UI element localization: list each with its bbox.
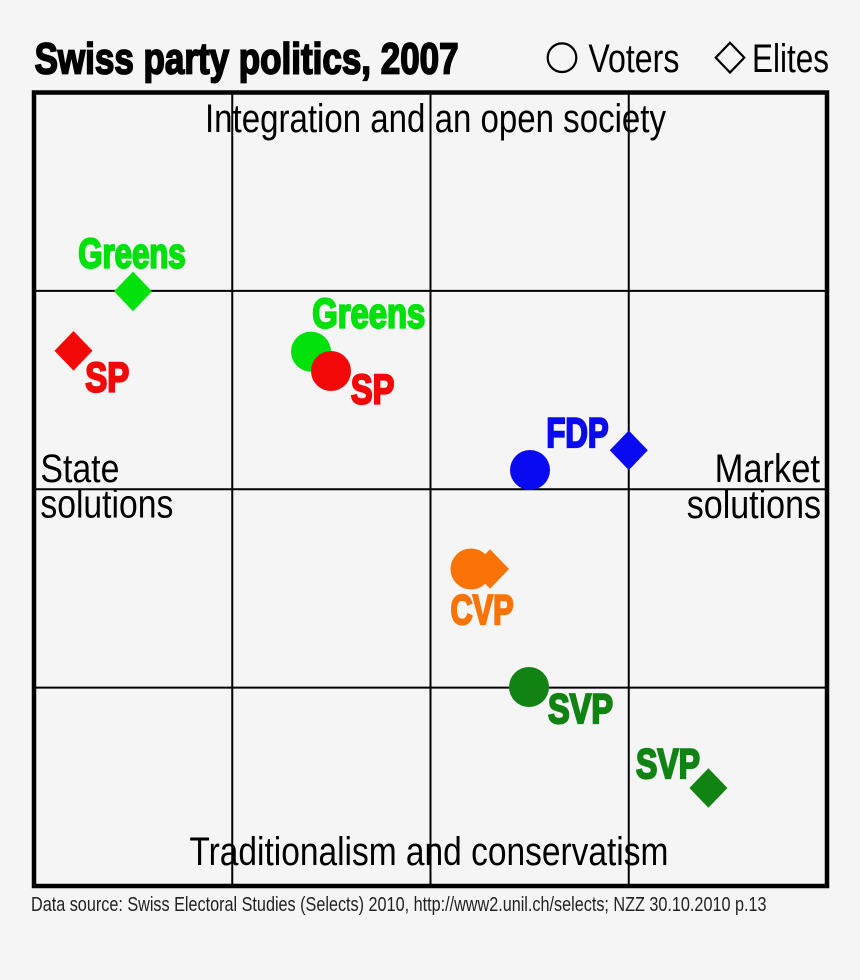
svg-text:State: State: [40, 447, 119, 491]
svg-text:solutions: solutions: [40, 482, 173, 526]
svg-text:Swiss party politics, 2007: Swiss party politics, 2007: [35, 35, 459, 83]
svg-text:SP: SP: [351, 365, 395, 412]
svg-text:Market: Market: [715, 447, 820, 491]
svg-text:FDP: FDP: [546, 409, 608, 456]
svg-text:SVP: SVP: [636, 740, 700, 787]
svg-text:solutions: solutions: [687, 483, 821, 527]
svg-text:Greens: Greens: [312, 289, 425, 336]
svg-text:Voters: Voters: [588, 37, 679, 81]
svg-text:SVP: SVP: [548, 685, 613, 732]
svg-text:CVP: CVP: [451, 586, 514, 633]
svg-text:Traditionalism and conservatis: Traditionalism and conservatism: [189, 830, 668, 874]
svg-text:Greens: Greens: [78, 230, 185, 277]
svg-text:SP: SP: [85, 354, 129, 401]
svg-text:Data source: Swiss Electoral S: Data source: Swiss Electoral Studies (Se…: [31, 894, 767, 916]
svg-text:Elites: Elites: [752, 37, 829, 81]
svg-text:Integration and an open societ: Integration and an open society: [205, 97, 666, 141]
